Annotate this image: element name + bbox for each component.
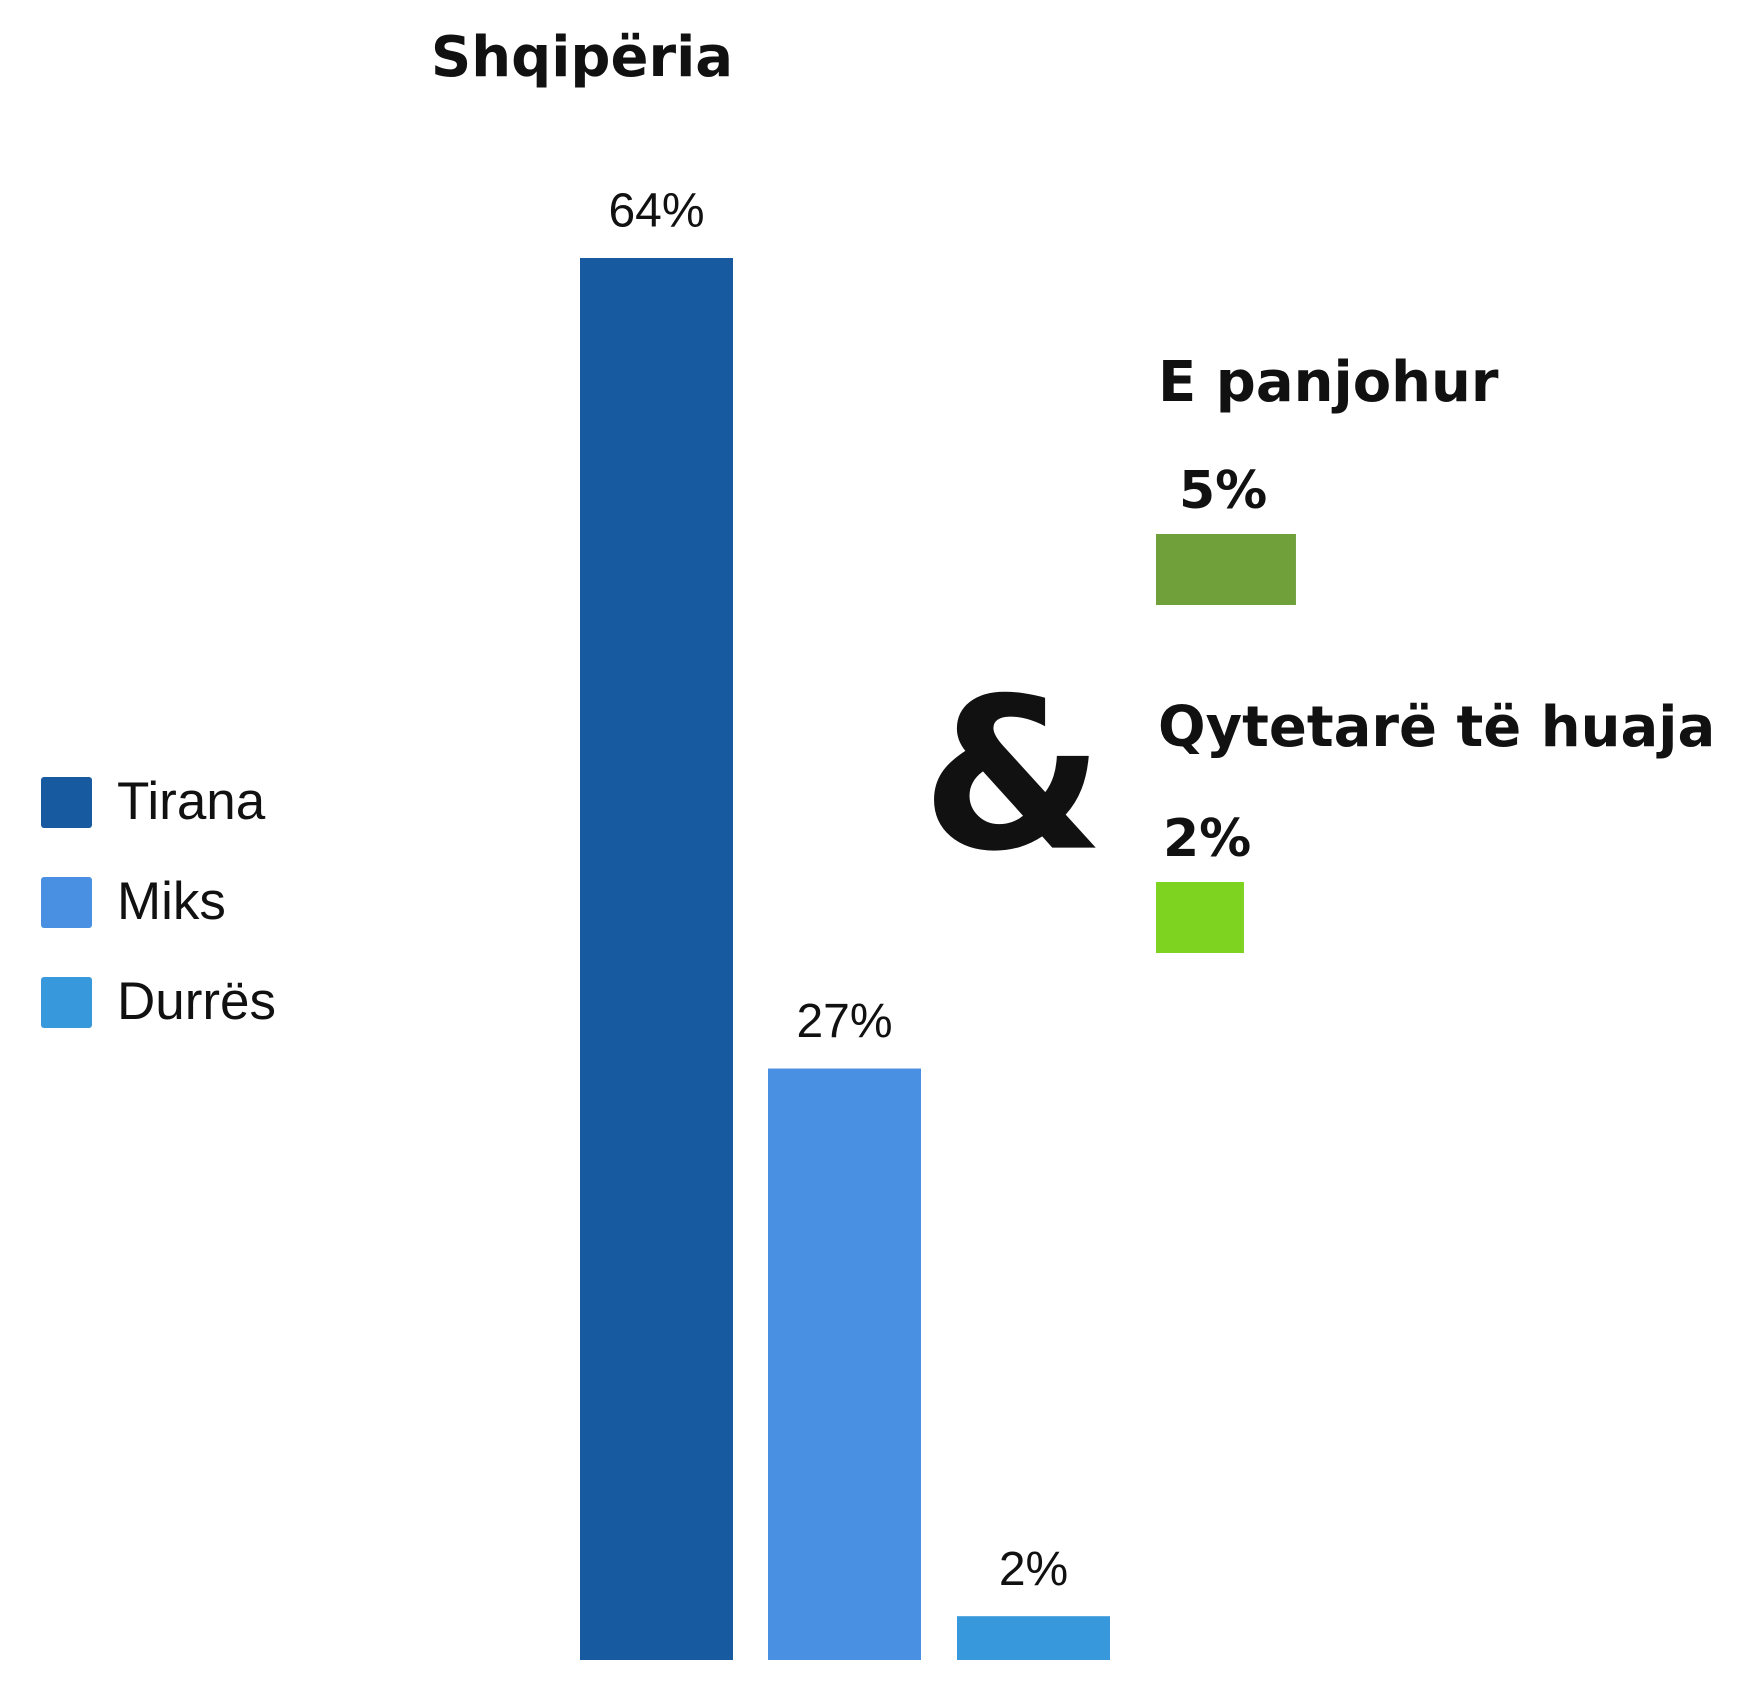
value-label: 2% — [1163, 809, 1251, 869]
category-label: E panjohur — [1158, 350, 1499, 415]
legend-swatch — [41, 977, 92, 1028]
bar — [768, 1068, 921, 1660]
value-label: 5% — [1179, 461, 1267, 521]
legend-swatch — [41, 777, 92, 828]
legend-label: Tirana — [117, 772, 266, 831]
bar — [1156, 534, 1296, 605]
chart-title: Shqipëria — [431, 25, 733, 90]
bar — [1156, 882, 1244, 953]
legend-label: Durrës — [117, 972, 276, 1031]
connector: & — [921, 653, 1104, 898]
value-label: 2% — [999, 1543, 1068, 1596]
bar — [957, 1616, 1110, 1660]
category-label: Qytetarë të huaja — [1158, 695, 1715, 760]
value-label: 27% — [796, 995, 892, 1048]
legend-label: Miks — [117, 872, 226, 931]
legend-swatch — [41, 877, 92, 928]
bar — [580, 258, 733, 1660]
value-label: 64% — [608, 185, 704, 238]
